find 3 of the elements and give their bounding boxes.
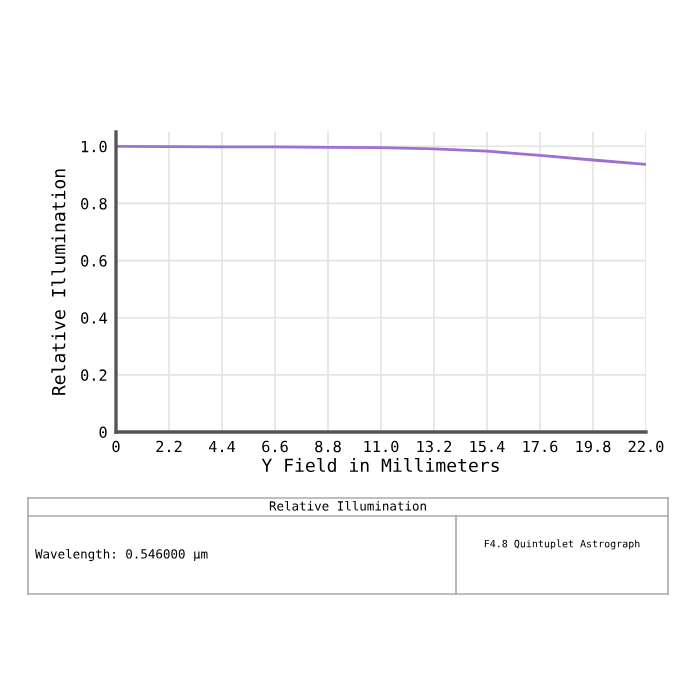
line-series <box>116 144 646 166</box>
y-axis-title: Relative Illumination <box>51 169 66 395</box>
x-axis-title: Y Field in Millimeters <box>261 457 499 473</box>
